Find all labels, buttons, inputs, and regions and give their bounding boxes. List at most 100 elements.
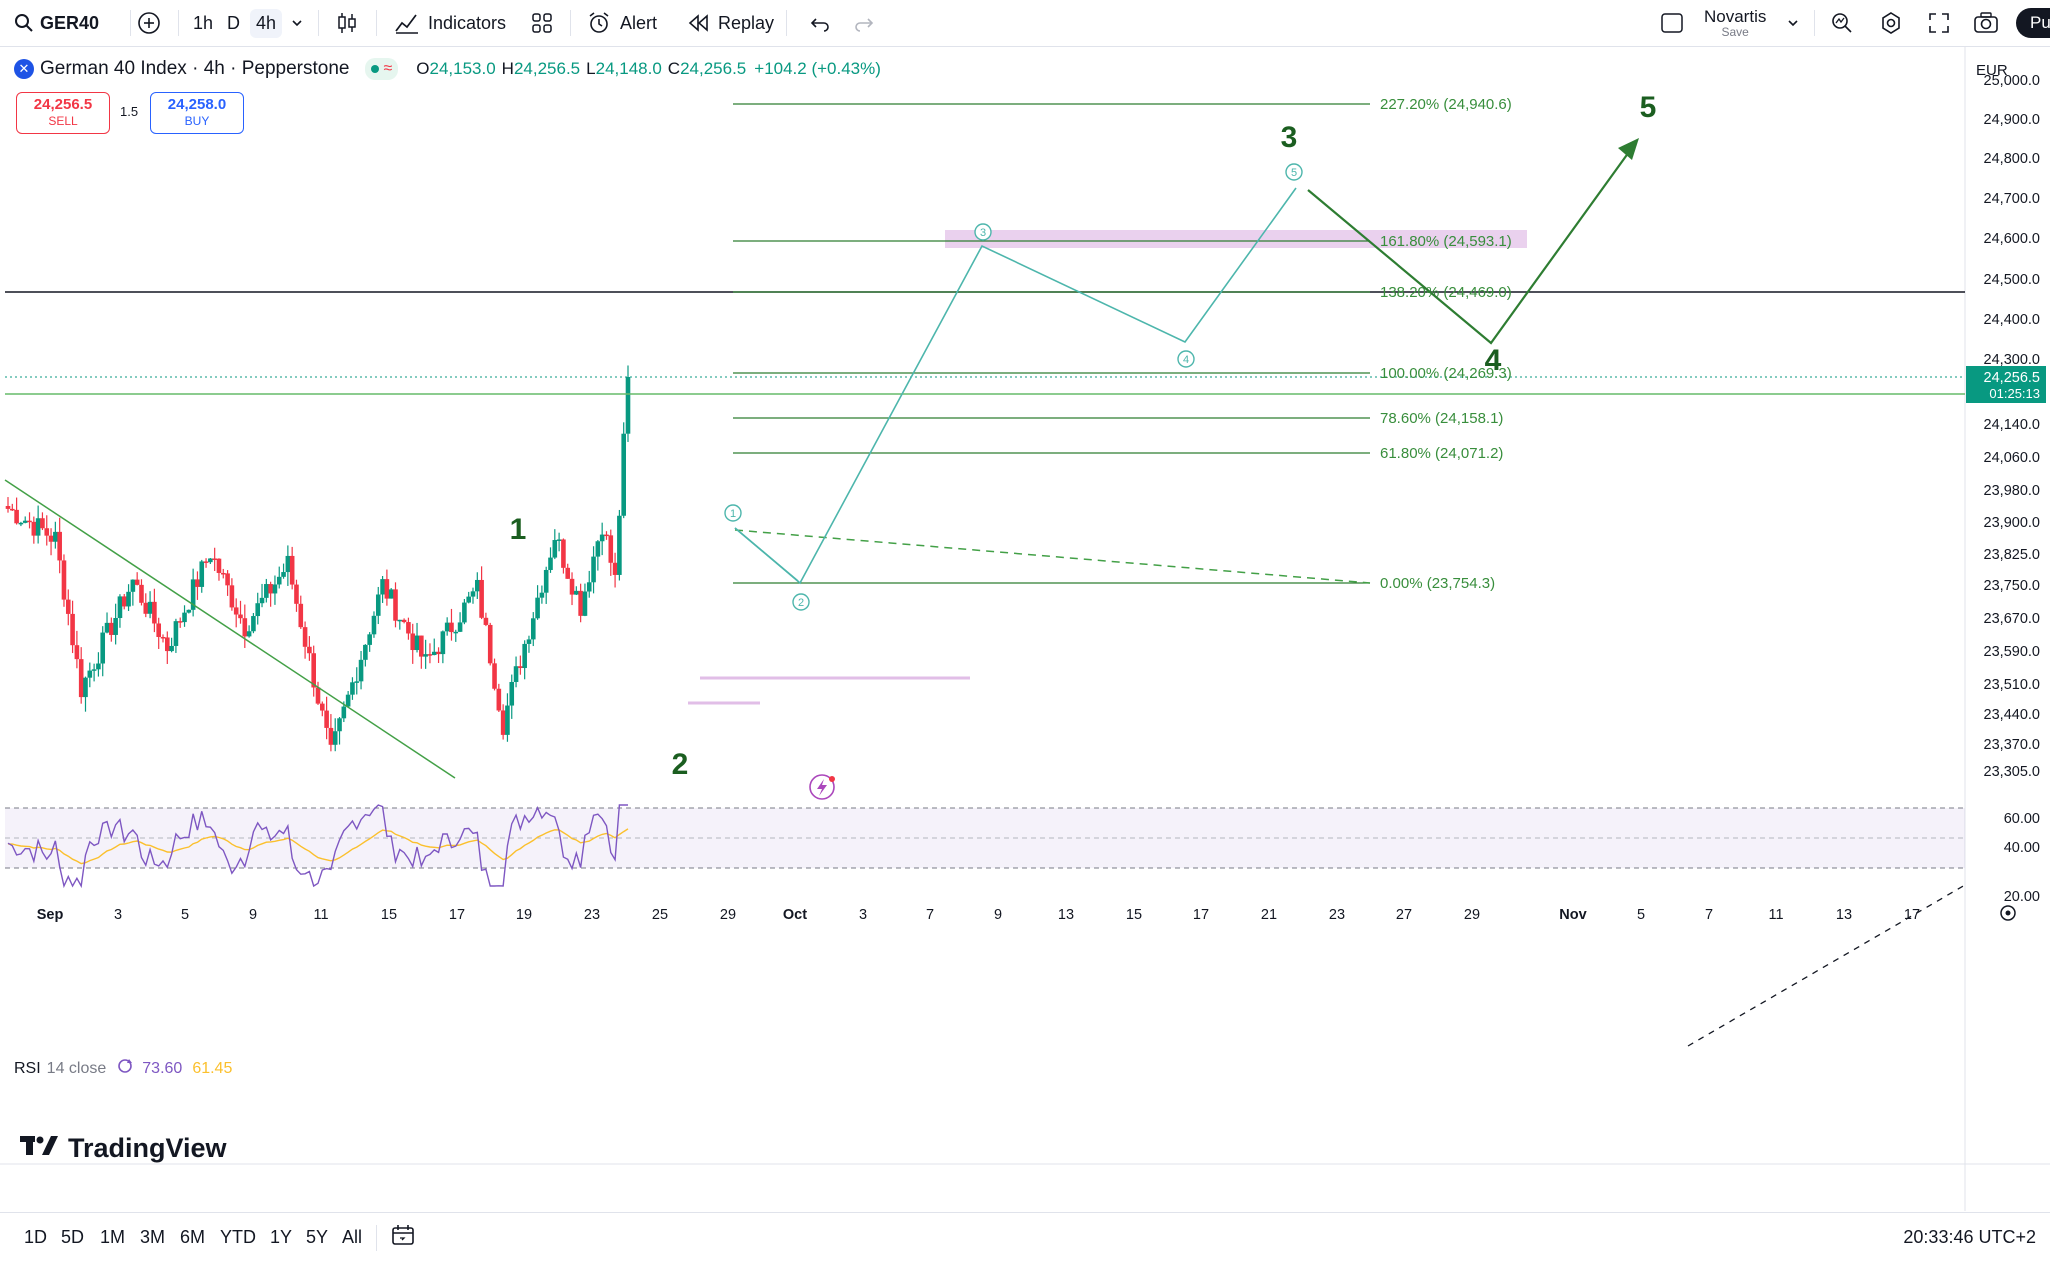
interval-label-active: 4h <box>250 8 283 38</box>
sell-price: 24,256.5 <box>33 96 93 113</box>
indicators-button[interactable]: Indicators <box>394 0 506 46</box>
currency-label[interactable]: EUR <box>1976 62 2008 79</box>
minor-wave-marker <box>1177 350 1195 368</box>
price-tick-label: 24,600.0 <box>1984 231 2040 247</box>
candle-body <box>48 535 54 542</box>
minor-wave-label: 1 <box>730 508 736 520</box>
undo-button[interactable] <box>808 0 830 46</box>
interval-d[interactable]: D <box>227 0 240 46</box>
current-price-label: 24,256.5 <box>1984 370 2040 386</box>
clock-display[interactable]: 20:33:46 UTC+2 <box>1903 1213 2036 1262</box>
range-5y[interactable]: 5Y <box>306 1213 328 1262</box>
candle-body <box>586 582 592 592</box>
time-tick-label: 11 <box>1768 907 1783 923</box>
price-axis[interactable]: 25,000.0 24,900.0 24,800.0 24,700.0 24,600.0… <box>1966 73 2046 780</box>
range-ytd[interactable]: YTD <box>220 1213 256 1262</box>
snapshot-button[interactable] <box>1973 0 1999 46</box>
alert-button[interactable]: Alert <box>586 0 657 46</box>
candle-body <box>152 601 157 624</box>
sell-button[interactable]: 24,256.5 SELL <box>16 92 110 134</box>
range-5d[interactable]: 5D <box>61 1213 84 1262</box>
current-price-tag <box>1966 366 2046 403</box>
layout-checkbox[interactable] <box>1660 0 1684 46</box>
interval-dropdown[interactable] <box>290 0 304 46</box>
candle-body <box>522 643 527 669</box>
candle-body <box>358 659 364 682</box>
candle-body <box>242 618 248 637</box>
bottom-toolbar: 1D 5D 1M 3M 6M YTD 1Y 5Y All 20:33:46 UT… <box>0 1212 2050 1262</box>
price-tick-label: 23,980.0 <box>1984 483 2040 499</box>
interval-1h[interactable]: 1h <box>193 0 213 46</box>
time-tick-label: 7 <box>1705 907 1713 923</box>
candle-body <box>186 609 192 613</box>
candle-body <box>91 669 97 671</box>
fib-level-label: 100.00% (24,269.3) <box>1380 365 1512 382</box>
indicators-icon <box>394 11 420 35</box>
candle-body <box>350 682 355 695</box>
quick-search-button[interactable] <box>1830 0 1854 46</box>
rsi-label: RSI <box>14 1059 41 1077</box>
chart-title[interactable]: German 40 Index · 4h · Pepperstone <box>40 58 350 79</box>
refresh-icon[interactable] <box>116 1057 134 1080</box>
candle-body <box>121 596 127 607</box>
candle-body <box>436 651 441 655</box>
time-tick-label: 5 <box>1637 907 1645 923</box>
price-chart[interactable]: 227.20% (24,940.6) 161.80% (24,593.1) 138.… <box>0 46 2050 1216</box>
candle-body <box>53 531 58 542</box>
symbol-logo-icon: ✕ <box>14 59 34 79</box>
candles-layer <box>5 365 631 752</box>
buy-button[interactable]: 24,258.0 BUY <box>150 92 244 134</box>
symbol-search[interactable]: GER40 <box>14 0 99 46</box>
range-all[interactable]: All <box>342 1213 362 1262</box>
range-1y[interactable]: 1Y <box>270 1213 292 1262</box>
fib-level-label: 161.80% (24,593.1) <box>1380 233 1512 250</box>
sell-label: SELL <box>48 114 78 128</box>
fullscreen-button[interactable] <box>1928 0 1950 46</box>
candle-body <box>552 540 558 558</box>
range-1d[interactable]: 1D <box>24 1213 47 1262</box>
layout-name-button[interactable]: Novartis Save <box>1704 0 1766 46</box>
dashed-trendline <box>734 529 1371 584</box>
gear-icon <box>1879 11 1903 35</box>
major-wave-projection <box>1307 144 1635 345</box>
time-tick-label: 17 <box>1193 907 1209 923</box>
layout-dropdown[interactable] <box>1786 0 1800 46</box>
rewind-icon <box>688 13 710 33</box>
redo-button[interactable] <box>854 0 876 46</box>
goto-date-button[interactable] <box>390 1213 416 1262</box>
time-tick-label: Sep <box>37 907 64 923</box>
range-3m[interactable]: 3M <box>140 1213 165 1262</box>
time-tick-label: 3 <box>114 907 122 923</box>
chart-type-button[interactable] <box>336 0 358 46</box>
candle-body <box>595 541 601 557</box>
candle-body <box>147 601 153 614</box>
range-1m[interactable]: 1M <box>100 1213 125 1262</box>
time-tick-label: 17 <box>449 907 465 923</box>
replay-button[interactable]: Replay <box>688 0 774 46</box>
price-tick-label: 25,000.0 <box>1984 73 2040 89</box>
range-6m[interactable]: 6M <box>180 1213 205 1262</box>
candle-body <box>530 618 536 640</box>
time-tick-label: 15 <box>381 907 397 923</box>
low-label: L <box>586 59 596 78</box>
interval-4h[interactable]: 4h <box>250 0 283 46</box>
time-tick-label: 25 <box>652 907 668 923</box>
publish-button[interactable]: Pu <box>2016 0 2050 46</box>
zoom-search-icon <box>1830 11 1854 35</box>
time-axis[interactable]: Sep 3 5 9 11 15 17 19 23 25 29 Oct 3 7 9 13 15 17 21 23 27 29… <box>37 905 2016 923</box>
rsi-pane[interactable]: 60.00 40.00 20.00 <box>5 804 2040 905</box>
market-status-icon[interactable]: ≈ <box>365 58 399 80</box>
candle-body <box>100 632 106 664</box>
candle-body <box>61 560 67 600</box>
candle-body <box>182 612 187 623</box>
templates-button[interactable] <box>530 0 554 46</box>
price-tick-label: 24,060.0 <box>1984 450 2040 466</box>
candle-body <box>363 644 368 660</box>
time-tick-label: 13 <box>1836 907 1852 923</box>
candle-body <box>87 670 93 678</box>
candle-body <box>190 579 196 610</box>
settings-button[interactable] <box>1879 0 1903 46</box>
major-wave-label: 4 <box>1485 344 1502 377</box>
compare-symbol-button[interactable] <box>137 0 161 46</box>
time-tick-label: 17 <box>1904 907 1920 923</box>
